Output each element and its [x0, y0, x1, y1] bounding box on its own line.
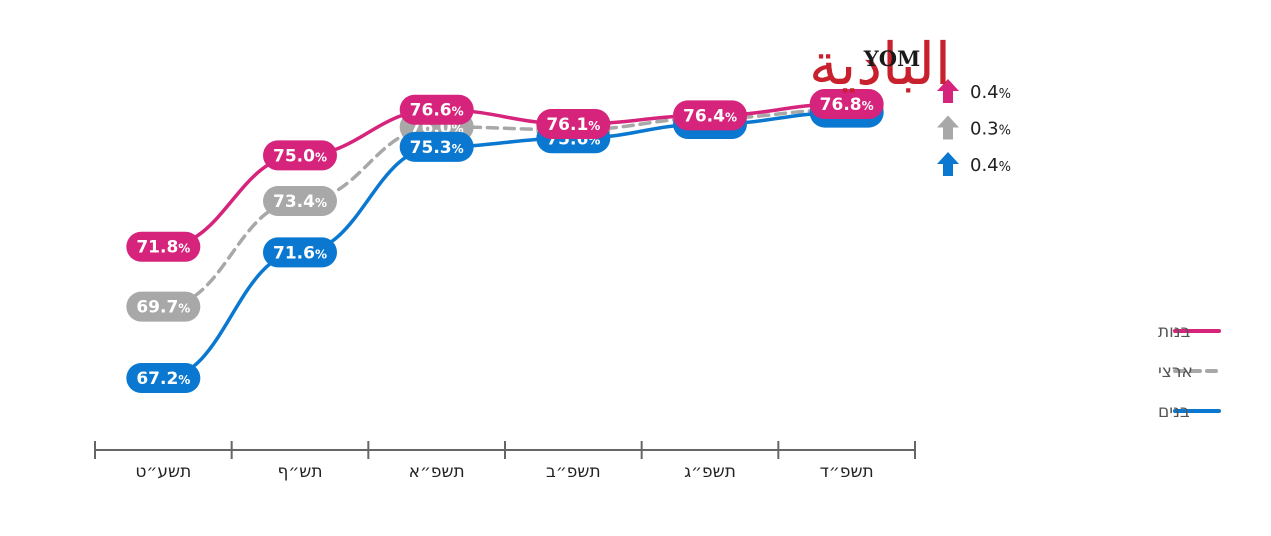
data-label-girls: 71.8% — [126, 231, 201, 262]
legend-item-national: ארצי — [1158, 362, 1221, 382]
legend-label: בנים — [1158, 402, 1190, 422]
change-indicator-national: 0.3% — [937, 115, 1011, 140]
svg-text:69.7%: 69.7% — [136, 298, 190, 318]
svg-text:71.8%: 71.8% — [136, 238, 190, 258]
legend-item-girls: בנות — [1158, 322, 1221, 342]
svg-text:76.4%: 76.4% — [683, 106, 737, 126]
svg-text:73.4%: 73.4% — [273, 192, 327, 212]
watermark-logo: البادية YOM — [809, 30, 951, 98]
data-label-girls: 76.1% — [536, 108, 611, 139]
data-label-national: 73.4% — [263, 186, 337, 217]
x-tick-label: תשפ״ד — [820, 462, 874, 482]
arrow-up-icon — [937, 115, 959, 140]
data-label-boys: 75.3% — [399, 131, 474, 162]
legend-item-boys: בנים — [1158, 402, 1221, 422]
series-lines — [161, 102, 849, 380]
svg-text:75.0%: 75.0% — [273, 146, 327, 166]
svg-text:76.1%: 76.1% — [546, 115, 600, 135]
arrow-up-icon — [937, 152, 959, 176]
svg-text:75.3%: 75.3% — [410, 138, 464, 158]
change-value: 0.3% — [970, 119, 1011, 140]
change-value: 0.4% — [970, 155, 1011, 176]
data-label-girls: 75.0% — [263, 140, 337, 171]
legend: בנות ארצי בנים — [1158, 322, 1221, 422]
logo-arabic-text: البادية — [809, 30, 951, 98]
change-indicators: 0.4% 0.3% 0.4% — [937, 79, 1011, 176]
data-label-national: 69.7% — [126, 291, 201, 322]
arrow-up-icon — [937, 79, 959, 103]
x-tick-label: תשפ״ג — [684, 462, 736, 482]
data-labels: 69.7%73.4%76.0%75.9%76.3%76.6%67.2%71.6%… — [126, 89, 884, 393]
svg-text:67.2%: 67.2% — [136, 369, 190, 389]
legend-label: ארצי — [1158, 362, 1193, 382]
change-value: 0.4% — [970, 82, 1011, 103]
data-label-girls: 76.4% — [673, 100, 747, 131]
svg-text:76.6%: 76.6% — [410, 101, 464, 121]
x-axis: תשע״ט תש״ף תשפ״א תשפ״ב תשפ״ג תשפ״ד — [94, 441, 916, 482]
data-label-girls: 76.8% — [809, 89, 884, 119]
legend-label: בנות — [1158, 322, 1191, 342]
svg-text:71.6%: 71.6% — [273, 243, 327, 263]
x-tick-label: תשפ״ב — [546, 462, 601, 482]
x-tick-label: תש״ף — [277, 462, 322, 482]
x-tick-label: תשפ״א — [409, 462, 465, 482]
data-label-boys: 71.6% — [263, 237, 337, 268]
data-label-boys: 67.2% — [126, 363, 201, 393]
svg-text:76.8%: 76.8% — [820, 95, 874, 115]
data-label-girls: 76.6% — [399, 94, 474, 125]
change-indicator-girls: 0.4% — [937, 79, 1011, 103]
change-indicator-boys: 0.4% — [937, 152, 1011, 176]
x-tick-label: תשע״ט — [135, 462, 191, 482]
logo-yom-text: YOM — [863, 46, 921, 71]
